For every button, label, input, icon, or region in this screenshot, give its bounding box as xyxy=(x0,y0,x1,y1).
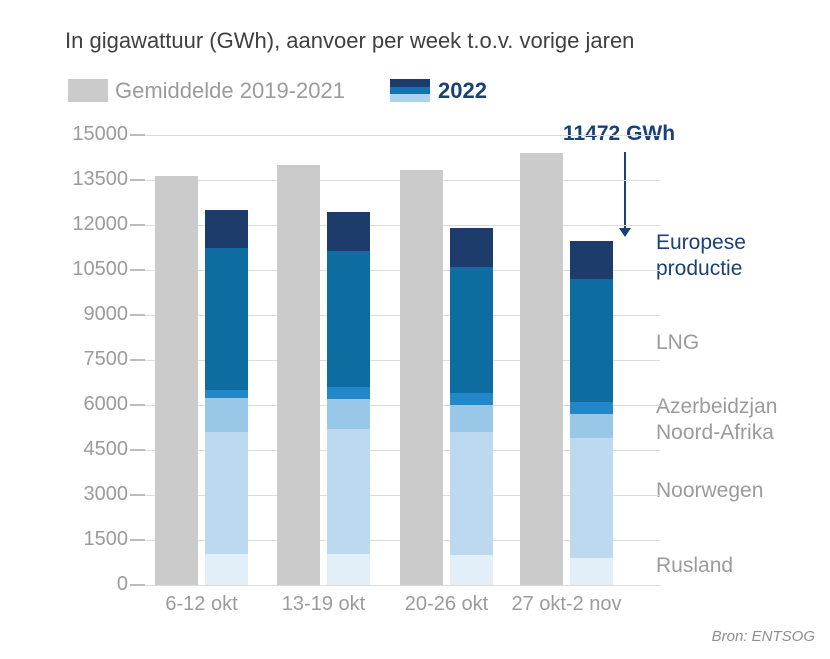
y-axis-tick-3000 xyxy=(130,494,145,496)
bar-2022-2 xyxy=(327,211,370,585)
y-axis-tick-4500 xyxy=(130,449,145,451)
bar-average-1 xyxy=(155,175,198,585)
source-credit: Bron: ENTSOG xyxy=(711,628,815,645)
bar-2022-3 xyxy=(450,228,493,585)
bar-average-2 xyxy=(277,165,320,585)
segment-label-europese-productie: Europese productie xyxy=(656,231,746,280)
y-axis-tick-1500 xyxy=(130,539,145,541)
bar-segment-noorwegen xyxy=(570,437,613,558)
legend-average-label: Gemiddelde 2019-2021 xyxy=(115,78,345,103)
gridline-3000 xyxy=(137,494,660,496)
bar-segment-noorwegen xyxy=(205,432,248,554)
gridline-7500 xyxy=(137,359,660,361)
bar-segment-lng xyxy=(450,267,493,393)
bar-segment-azerbeidzjan xyxy=(205,390,248,398)
bar-segment-noorwegen xyxy=(327,429,370,554)
bar-segment-rusland xyxy=(327,553,370,585)
gridline-9000 xyxy=(137,314,660,316)
bar-segment-noord-afrika xyxy=(570,413,613,438)
y-axis-label-13500: 13500 xyxy=(72,168,128,190)
bar-segment-europese-productie xyxy=(450,228,493,267)
segment-label-noorwegen: Noorwegen xyxy=(656,479,764,502)
y-axis-label-6000: 6000 xyxy=(83,393,129,415)
bar-segment-europese-productie xyxy=(327,211,370,251)
bar-segment-azerbeidzjan xyxy=(327,387,370,399)
bar-segment-azerbeidzjan xyxy=(570,401,613,414)
legend-2022-swatch-stripe-mid xyxy=(390,86,430,95)
gridline-4500 xyxy=(137,449,660,451)
y-axis-label-3000: 3000 xyxy=(83,483,129,505)
gridline-0 xyxy=(137,584,660,586)
legend-2022-swatch-stripe-top xyxy=(390,79,430,87)
y-axis-label-15000: 15000 xyxy=(72,123,128,145)
y-axis-tick-10500 xyxy=(130,269,145,271)
gridline-10500 xyxy=(137,269,660,271)
y-axis-label-10500: 10500 xyxy=(72,258,128,280)
y-axis-tick-13500 xyxy=(130,179,145,181)
y-axis-tick-7500 xyxy=(130,359,145,361)
bar-segment-europese-productie xyxy=(205,210,248,248)
y-axis-label-1500: 1500 xyxy=(83,528,129,550)
annotation-arrow-icon xyxy=(624,152,626,228)
bar-2022-1 xyxy=(205,210,248,585)
legend-2022-label: 2022 xyxy=(438,78,487,103)
bar-segment-lng xyxy=(570,278,613,402)
gridline-12000 xyxy=(137,224,660,226)
segment-label-azerbeidzjan: Azerbeidzjan xyxy=(656,395,778,418)
bar-segment-rusland xyxy=(450,555,493,585)
y-axis-label-4500: 4500 xyxy=(83,438,129,460)
bar-segment-lng xyxy=(205,247,248,390)
bar-segment-lng xyxy=(327,250,370,387)
segment-label-lng: LNG xyxy=(656,331,700,354)
bar-segment-noord-afrika xyxy=(450,405,493,432)
gridline-13500 xyxy=(137,179,660,181)
bar-segment-azerbeidzjan xyxy=(450,393,493,405)
bar-average-4 xyxy=(520,153,563,585)
legend-average-swatch xyxy=(68,79,108,102)
bar-average-3 xyxy=(400,169,443,585)
bar-segment-noorwegen xyxy=(450,432,493,555)
y-axis-tick-6000 xyxy=(130,404,145,406)
y-axis-tick-9000 xyxy=(130,314,145,316)
chart-title: In gigawattuur (GWh), aanvoer per week t… xyxy=(65,28,635,53)
legend-2022-swatch-stripe-bottom xyxy=(390,94,430,103)
bar-segment-noord-afrika xyxy=(205,397,248,432)
x-axis-label-4: 27 okt-2 nov xyxy=(511,593,622,615)
gridline-15000 xyxy=(137,134,660,136)
gridline-1500 xyxy=(137,539,660,541)
annotation-arrow-head-icon xyxy=(619,228,631,237)
gridline-6000 xyxy=(137,404,660,406)
bar-segment-europese-productie xyxy=(570,240,613,279)
y-axis-tick-15000 xyxy=(130,134,145,136)
y-axis-label-0: 0 xyxy=(116,573,128,595)
y-axis-label-7500: 7500 xyxy=(83,348,129,370)
x-axis-label-3: 20-26 okt xyxy=(404,593,489,615)
x-axis-label-1: 6-12 okt xyxy=(165,593,238,615)
y-axis-tick-0 xyxy=(130,584,145,586)
legend-2022-swatch xyxy=(390,79,430,103)
annotation-value: 11472 GWh xyxy=(563,122,676,145)
bar-segment-noord-afrika xyxy=(327,399,370,429)
segment-label-rusland: Rusland xyxy=(656,554,734,577)
y-axis-label-12000: 12000 xyxy=(72,213,128,235)
y-axis-tick-12000 xyxy=(130,224,145,226)
bar-segment-rusland xyxy=(570,557,613,585)
y-axis-label-9000: 9000 xyxy=(83,303,129,325)
bar-segment-rusland xyxy=(205,553,248,585)
segment-label-noord-afrika: Noord-Afrika xyxy=(656,421,774,444)
bar-2022-4 xyxy=(570,240,613,585)
x-axis-label-2: 13-19 okt xyxy=(281,593,366,615)
